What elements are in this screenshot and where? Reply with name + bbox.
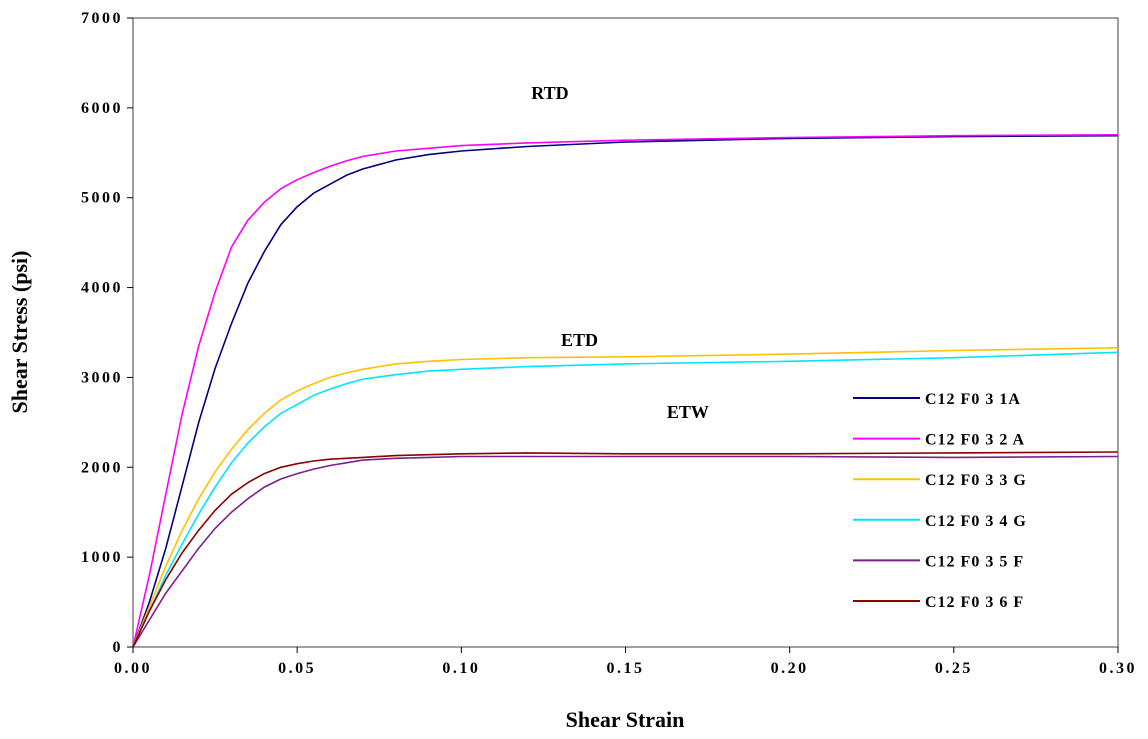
annotation-rtd: RTD — [531, 83, 568, 103]
annotation-etw: ETW — [667, 402, 709, 422]
series-line-5 — [132, 455, 1119, 648]
legend-label: C12 F0 3 4 G — [925, 513, 1027, 530]
series-line-6 — [132, 451, 1119, 648]
x-tick-label: 0.00 — [114, 660, 152, 677]
y-tick-label: 1000 — [81, 549, 123, 566]
annotation-etd: ETD — [561, 330, 598, 350]
series-line-4 — [132, 351, 1119, 648]
x-tick-label: 0.10 — [442, 660, 480, 677]
y-tick-label: 6000 — [81, 100, 123, 117]
x-tick-label: 0.15 — [607, 660, 645, 677]
series-line-3 — [132, 347, 1119, 648]
legend: C12 F0 3 1A C12 F0 3 2 A C12 F0 3 3 G C12 F… — [853, 391, 1027, 611]
y-tick-label: 4000 — [81, 280, 123, 297]
x-tick-label: 0.25 — [935, 660, 973, 677]
x-tick-label: 0.05 — [278, 660, 316, 677]
legend-label: C12 F0 3 2 A — [925, 432, 1025, 449]
x-tick-label: 0.20 — [771, 660, 809, 677]
y-tick-label: 5000 — [81, 190, 123, 207]
annotations: RTD ETD ETW — [531, 83, 709, 422]
series-line-2 — [132, 134, 1119, 648]
legend-label: C12 F0 3 5 F — [925, 553, 1024, 570]
legend-label: C12 F0 3 1A — [925, 391, 1021, 408]
x-tick-label: 0.30 — [1099, 660, 1137, 677]
series-lines — [132, 134, 1119, 648]
legend-label: C12 F0 3 6 F — [925, 594, 1024, 611]
y-tick-label: 2000 — [81, 459, 123, 476]
series-line-1 — [132, 134, 1119, 648]
y-tick-label: 0 — [113, 639, 124, 656]
y-tick-label: 7000 — [81, 10, 123, 27]
x-axis-title: Shear Strain — [566, 707, 685, 732]
legend-label: C12 F0 3 3 G — [925, 472, 1027, 489]
y-axis-ticks: 0 1000 2000 3000 4000 5000 6000 7000 — [81, 10, 133, 656]
y-tick-label: 3000 — [81, 369, 123, 386]
y-axis-title: Shear Stress (psi) — [7, 251, 32, 414]
x-axis-ticks: 0.00 0.05 0.10 0.15 0.20 0.25 0.30 — [114, 647, 1137, 677]
